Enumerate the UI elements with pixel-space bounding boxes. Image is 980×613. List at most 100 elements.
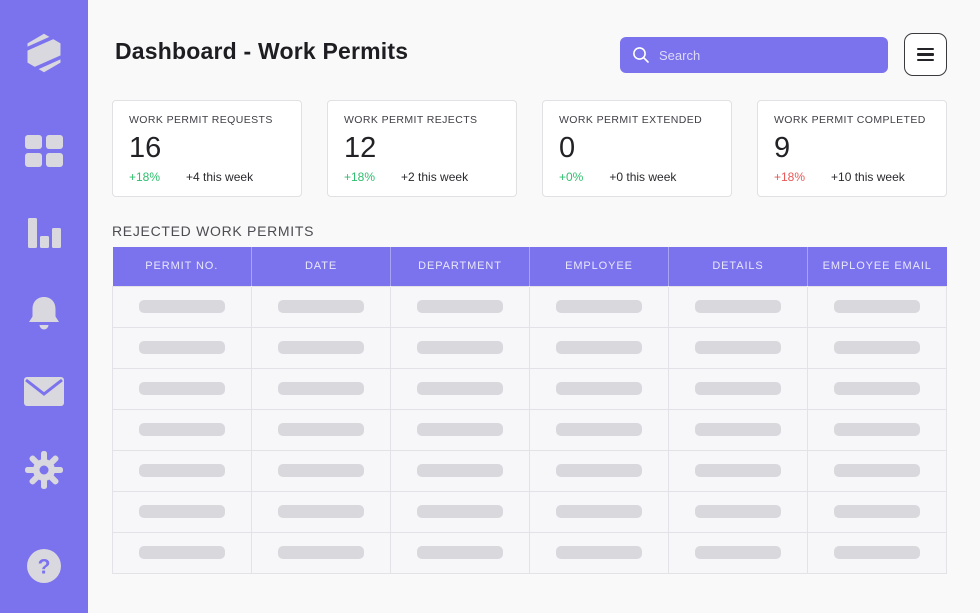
column-header: EMPLOYEE — [529, 247, 669, 286]
placeholder-bar — [555, 382, 643, 395]
stat-delta-percent: +18% — [344, 170, 376, 184]
table-cell — [529, 285, 669, 328]
table-cell — [390, 326, 530, 369]
placeholder-bar — [277, 382, 365, 395]
table-row — [112, 449, 947, 492]
placeholder-bar — [833, 546, 921, 559]
table-cell — [529, 449, 669, 492]
placeholder-bar — [555, 300, 643, 313]
placeholder-bar — [555, 464, 643, 477]
table-cell — [807, 285, 947, 328]
table-cell — [390, 285, 530, 328]
search-input[interactable] — [659, 47, 876, 63]
table-row — [112, 326, 947, 369]
settings-gear-icon[interactable] — [25, 451, 63, 489]
placeholder-bar — [833, 300, 921, 313]
placeholder-bar — [833, 382, 921, 395]
table-cell — [390, 490, 530, 533]
placeholder-bar — [694, 382, 782, 395]
stat-label: WORK PERMIT EXTENDED — [559, 114, 703, 126]
placeholder-bar — [694, 300, 782, 313]
placeholder-bar — [416, 341, 504, 354]
stat-label: WORK PERMIT REQUESTS — [129, 114, 273, 126]
placeholder-bar — [277, 505, 365, 518]
search-icon — [632, 46, 650, 64]
column-header: DETAILS — [668, 247, 808, 286]
placeholder-bar — [833, 505, 921, 518]
search-bar[interactable] — [620, 37, 888, 73]
table-cell — [668, 449, 808, 492]
hamburger-menu-button[interactable] — [904, 33, 947, 76]
table-cell — [251, 531, 391, 574]
stat-delta-percent: +0% — [559, 170, 584, 184]
placeholder-bar — [138, 464, 226, 477]
dashboard-grid-icon[interactable] — [25, 135, 63, 167]
column-header: EMPLOYEE EMAIL — [807, 247, 947, 286]
table-cell — [668, 285, 808, 328]
placeholder-bar — [833, 423, 921, 436]
table-cell — [529, 490, 669, 533]
table-cell — [807, 490, 947, 533]
stat-card-requests: WORK PERMIT REQUESTS 16 +18% +4 this wee… — [112, 100, 302, 197]
stat-value: 12 — [344, 131, 377, 164]
table-cell — [390, 449, 530, 492]
placeholder-bar — [416, 464, 504, 477]
stat-delta-percent: +18% — [129, 170, 161, 184]
placeholder-bar — [277, 300, 365, 313]
placeholder-bar — [694, 464, 782, 477]
logo-icon[interactable] — [22, 31, 66, 75]
table-cell — [390, 531, 530, 574]
table-cell — [529, 408, 669, 451]
placeholder-bar — [416, 300, 504, 313]
placeholder-bar — [694, 505, 782, 518]
placeholder-bar — [555, 505, 643, 518]
table-cell — [251, 285, 391, 328]
column-header: DEPARTMENT — [390, 247, 530, 286]
placeholder-bar — [138, 423, 226, 436]
placeholder-bar — [416, 546, 504, 559]
table-cell — [251, 490, 391, 533]
placeholder-bar — [138, 546, 226, 559]
stat-delta-note: +0 this week — [609, 170, 677, 184]
table-cell — [112, 408, 252, 451]
stat-delta-note: +10 this week — [831, 170, 905, 184]
table-cell — [390, 367, 530, 410]
table-cell — [390, 408, 530, 451]
placeholder-bar — [416, 382, 504, 395]
placeholder-bar — [555, 423, 643, 436]
table-cell — [668, 490, 808, 533]
placeholder-bar — [694, 341, 782, 354]
placeholder-bar — [555, 341, 643, 354]
notifications-bell-icon[interactable] — [25, 294, 63, 332]
stat-value: 16 — [129, 131, 162, 164]
help-question-icon[interactable]: ? — [26, 548, 62, 584]
table-cell — [112, 326, 252, 369]
mail-envelope-icon[interactable] — [24, 377, 64, 406]
table-cell — [251, 408, 391, 451]
table-cell — [807, 449, 947, 492]
stats-bars-icon[interactable] — [26, 214, 62, 250]
table-cell — [807, 408, 947, 451]
placeholder-bar — [277, 546, 365, 559]
stat-value: 0 — [559, 131, 576, 164]
stat-card-rejects: WORK PERMIT REJECTS 12 +18% +2 this week — [327, 100, 517, 197]
table-cell — [529, 326, 669, 369]
placeholder-bar — [555, 546, 643, 559]
table-cell — [112, 490, 252, 533]
sidebar: ? — [0, 0, 88, 613]
section-title: REJECTED WORK PERMITS — [112, 223, 315, 239]
hamburger-bar — [917, 59, 934, 62]
table-row — [112, 490, 947, 533]
svg-text:?: ? — [38, 556, 51, 579]
stat-label: WORK PERMIT COMPLETED — [774, 114, 926, 126]
stat-card-extended: WORK PERMIT EXTENDED 0 +0% +0 this week — [542, 100, 732, 197]
placeholder-bar — [694, 546, 782, 559]
table-cell — [251, 367, 391, 410]
placeholder-bar — [833, 341, 921, 354]
table-cell — [668, 408, 808, 451]
stat-value: 9 — [774, 131, 791, 164]
table-body — [112, 285, 947, 574]
column-header: DATE — [251, 247, 391, 286]
placeholder-bar — [138, 300, 226, 313]
